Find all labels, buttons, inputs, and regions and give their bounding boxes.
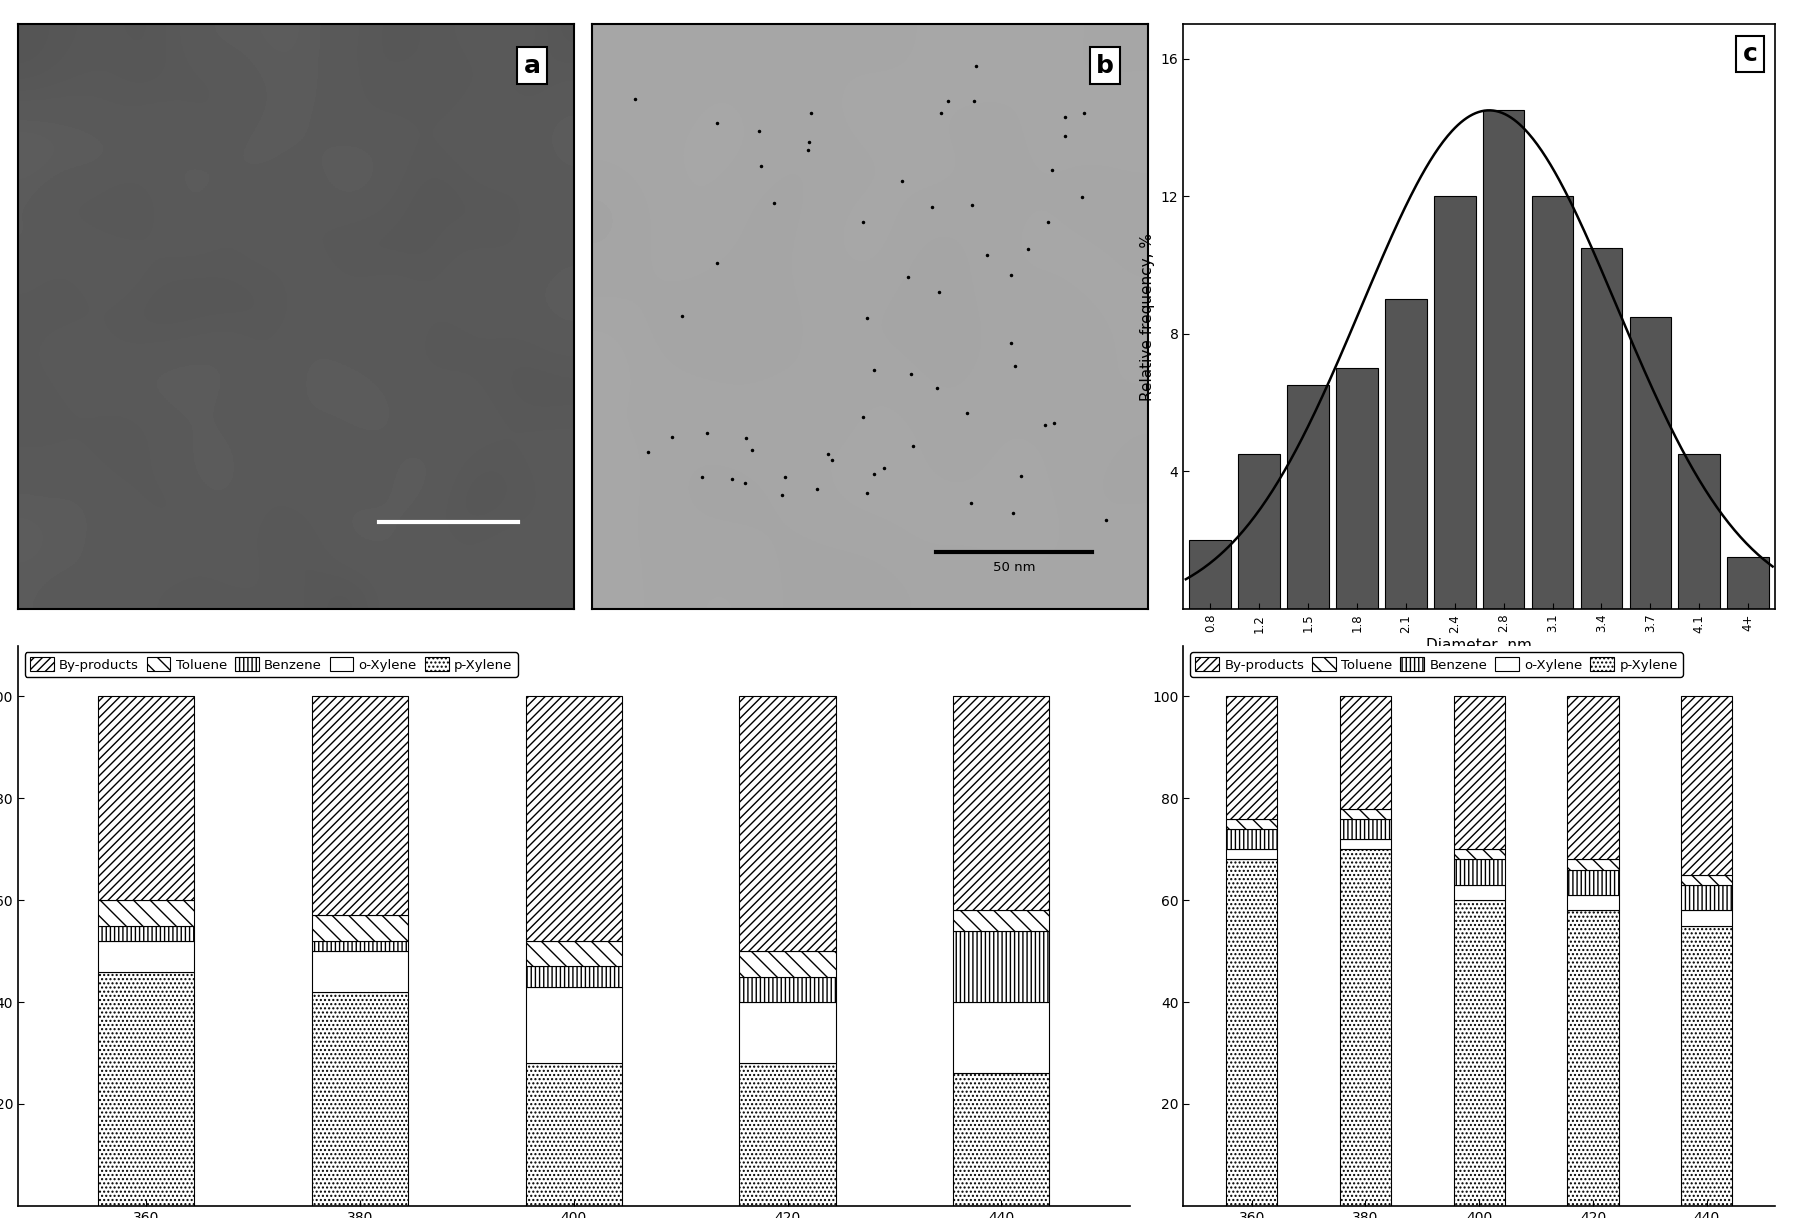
Bar xyxy=(525,1063,622,1206)
Bar xyxy=(312,697,409,916)
Y-axis label: Relative frequency, %: Relative frequency, % xyxy=(1140,233,1155,401)
Bar xyxy=(1581,248,1623,609)
Bar xyxy=(99,942,194,972)
Bar xyxy=(525,987,622,1063)
Bar xyxy=(1682,875,1732,885)
Bar xyxy=(1531,196,1574,609)
Bar xyxy=(1682,910,1732,926)
Bar xyxy=(1727,558,1770,609)
Bar xyxy=(1630,317,1671,609)
Text: c: c xyxy=(1743,41,1757,66)
Bar xyxy=(1567,910,1619,1206)
Bar xyxy=(99,926,194,942)
Bar xyxy=(1287,385,1329,609)
X-axis label: Diameter, nm: Diameter, nm xyxy=(1425,638,1533,653)
Bar xyxy=(1483,111,1524,609)
Bar xyxy=(1567,697,1619,860)
Bar xyxy=(525,966,622,987)
Bar xyxy=(1339,849,1391,1206)
Bar xyxy=(312,942,409,951)
Bar xyxy=(99,697,194,900)
Bar xyxy=(954,1002,1049,1073)
Bar xyxy=(1567,860,1619,870)
Bar xyxy=(525,697,622,942)
Bar xyxy=(1239,454,1280,609)
Bar xyxy=(1454,849,1504,860)
Bar xyxy=(739,1002,836,1063)
Bar xyxy=(1226,697,1277,818)
Bar xyxy=(1226,849,1277,860)
Bar xyxy=(1386,300,1427,609)
Bar xyxy=(1339,697,1391,809)
Bar xyxy=(954,910,1049,931)
Text: a: a xyxy=(524,54,540,78)
Bar xyxy=(1434,196,1476,609)
Bar xyxy=(739,951,836,977)
Bar xyxy=(739,977,836,1002)
Text: 50 nm: 50 nm xyxy=(993,561,1035,574)
Bar xyxy=(1189,541,1232,609)
Bar xyxy=(954,697,1049,910)
Bar xyxy=(1336,368,1377,609)
Legend: By-products, Toluene, Benzene, o-Xylene, p-Xylene: By-products, Toluene, Benzene, o-Xylene,… xyxy=(25,652,518,677)
Text: b: b xyxy=(1096,54,1113,78)
Bar xyxy=(1678,454,1719,609)
Bar xyxy=(1682,885,1732,910)
Bar xyxy=(312,991,409,1206)
Bar xyxy=(1226,829,1277,849)
Bar xyxy=(954,931,1049,1002)
Bar xyxy=(1226,818,1277,829)
Bar xyxy=(99,972,194,1206)
Bar xyxy=(1567,895,1619,910)
Bar xyxy=(739,697,836,951)
Bar xyxy=(1682,926,1732,1206)
Bar xyxy=(1454,885,1504,900)
Bar xyxy=(1567,870,1619,895)
Bar xyxy=(954,1073,1049,1206)
Bar xyxy=(1339,839,1391,849)
Bar xyxy=(1454,860,1504,885)
Bar xyxy=(1339,809,1391,818)
Bar xyxy=(99,900,194,926)
Bar xyxy=(1454,900,1504,1206)
Bar xyxy=(312,916,409,942)
Bar xyxy=(1454,697,1504,849)
Bar xyxy=(312,951,409,991)
Bar xyxy=(525,942,622,966)
Legend: By-products, Toluene, Benzene, o-Xylene, p-Xylene: By-products, Toluene, Benzene, o-Xylene,… xyxy=(1191,652,1684,677)
Bar xyxy=(739,1063,836,1206)
Bar xyxy=(1682,697,1732,875)
Bar xyxy=(1226,860,1277,1206)
Bar xyxy=(1339,818,1391,839)
